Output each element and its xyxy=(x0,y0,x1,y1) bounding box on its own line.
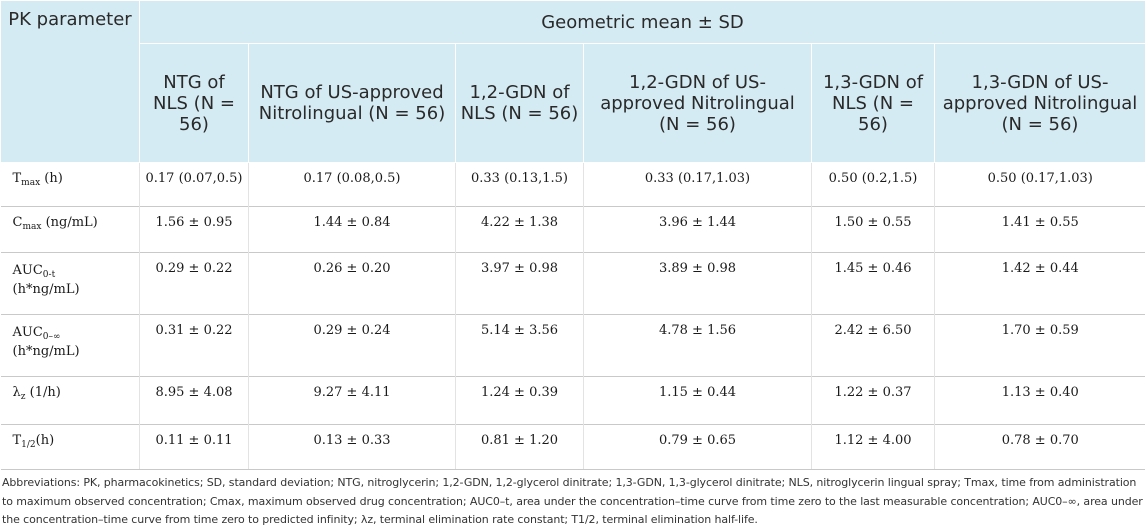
header-ntg-nitrolingual: NTG of US-approved Nitrolingual (N = 56) xyxy=(249,44,456,163)
table-cell: 3.89 ± 0.98 xyxy=(584,253,812,315)
table-cell: 0.11 ± 0.11 xyxy=(140,425,249,470)
table-cell: 0.31 ± 0.22 xyxy=(140,315,249,377)
header-ntg-nls: NTG of NLS (N = 56) xyxy=(140,44,249,163)
table-cell: 8.95 ± 4.08 xyxy=(140,377,249,425)
table-row: AUC0-t(h*ng/mL) 0.29 ± 0.22 0.26 ± 0.20 … xyxy=(1,253,1145,315)
header-geometric-mean: Geometric mean ± SD xyxy=(140,1,1145,44)
header-13gdn-nitrolingual: 1,3-GDN of US-approved Nitrolingual (N =… xyxy=(935,44,1145,163)
table-row: λz (1/h) 8.95 ± 4.08 9.27 ± 4.11 1.24 ± … xyxy=(1,377,1145,425)
pk-parameter-table: PK parameter Geometric mean ± SD NTG of … xyxy=(0,0,1145,470)
table-cell: 1.15 ± 0.44 xyxy=(584,377,812,425)
header-pk-parameter: PK parameter xyxy=(1,1,140,163)
param-auc-0-t: AUC0-t(h*ng/mL) xyxy=(1,253,140,315)
table-cell: 5.14 ± 3.56 xyxy=(456,315,584,377)
table-row: AUC0–∞(h*ng/mL) 0.31 ± 0.22 0.29 ± 0.24 … xyxy=(1,315,1145,377)
table-cell: 1.24 ± 0.39 xyxy=(456,377,584,425)
table-cell: 1.50 ± 0.55 xyxy=(812,207,935,253)
table-cell: 3.96 ± 1.44 xyxy=(584,207,812,253)
header-12gdn-nitrolingual: 1,2-GDN of US-approved Nitrolingual (N =… xyxy=(584,44,812,163)
table-cell: 1.70 ± 0.59 xyxy=(935,315,1145,377)
table-cell: 0.50 (0.2,1.5) xyxy=(812,163,935,207)
param-t-half: T1/2(h) xyxy=(1,425,140,470)
table-cell: 0.33 (0.13,1.5) xyxy=(456,163,584,207)
header-13gdn-nls: 1,3-GDN of NLS (N = 56) xyxy=(812,44,935,163)
param-tmax: Tmax (h) xyxy=(1,163,140,207)
header-12gdn-nls: 1,2-GDN of NLS (N = 56) xyxy=(456,44,584,163)
table-cell: 9.27 ± 4.11 xyxy=(249,377,456,425)
table-row: T1/2(h) 0.11 ± 0.11 0.13 ± 0.33 0.81 ± 1… xyxy=(1,425,1145,470)
table-cell: 0.81 ± 1.20 xyxy=(456,425,584,470)
table-cell: 1.56 ± 0.95 xyxy=(140,207,249,253)
table-cell: 1.12 ± 4.00 xyxy=(812,425,935,470)
table-footnote: Abbreviations: PK, pharmacokinetics; SD,… xyxy=(0,470,1145,530)
table-cell: 1.44 ± 0.84 xyxy=(249,207,456,253)
param-cmax: Cmax (ng/mL) xyxy=(1,207,140,253)
table-cell: 0.17 (0.07,0.5) xyxy=(140,163,249,207)
param-auc-0-inf: AUC0–∞(h*ng/mL) xyxy=(1,315,140,377)
table-cell: 4.22 ± 1.38 xyxy=(456,207,584,253)
table-cell: 4.78 ± 1.56 xyxy=(584,315,812,377)
table-row: Cmax (ng/mL) 1.56 ± 0.95 1.44 ± 0.84 4.2… xyxy=(1,207,1145,253)
table-cell: 0.79 ± 0.65 xyxy=(584,425,812,470)
table-cell: 0.17 (0.08,0.5) xyxy=(249,163,456,207)
table-cell: 1.41 ± 0.55 xyxy=(935,207,1145,253)
table-cell: 0.78 ± 0.70 xyxy=(935,425,1145,470)
table-cell: 0.29 ± 0.24 xyxy=(249,315,456,377)
table-cell: 2.42 ± 6.50 xyxy=(812,315,935,377)
table-cell: 0.50 (0.17,1.03) xyxy=(935,163,1145,207)
table-row: Tmax (h) 0.17 (0.07,0.5) 0.17 (0.08,0.5)… xyxy=(1,163,1145,207)
table-cell: 1.45 ± 0.46 xyxy=(812,253,935,315)
table-cell: 0.26 ± 0.20 xyxy=(249,253,456,315)
param-lambda-z: λz (1/h) xyxy=(1,377,140,425)
table-cell: 3.97 ± 0.98 xyxy=(456,253,584,315)
table-cell: 0.13 ± 0.33 xyxy=(249,425,456,470)
table-cell: 1.42 ± 0.44 xyxy=(935,253,1145,315)
table-cell: 0.29 ± 0.22 xyxy=(140,253,249,315)
table-cell: 1.13 ± 0.40 xyxy=(935,377,1145,425)
table-cell: 1.22 ± 0.37 xyxy=(812,377,935,425)
table-cell: 0.33 (0.17,1.03) xyxy=(584,163,812,207)
